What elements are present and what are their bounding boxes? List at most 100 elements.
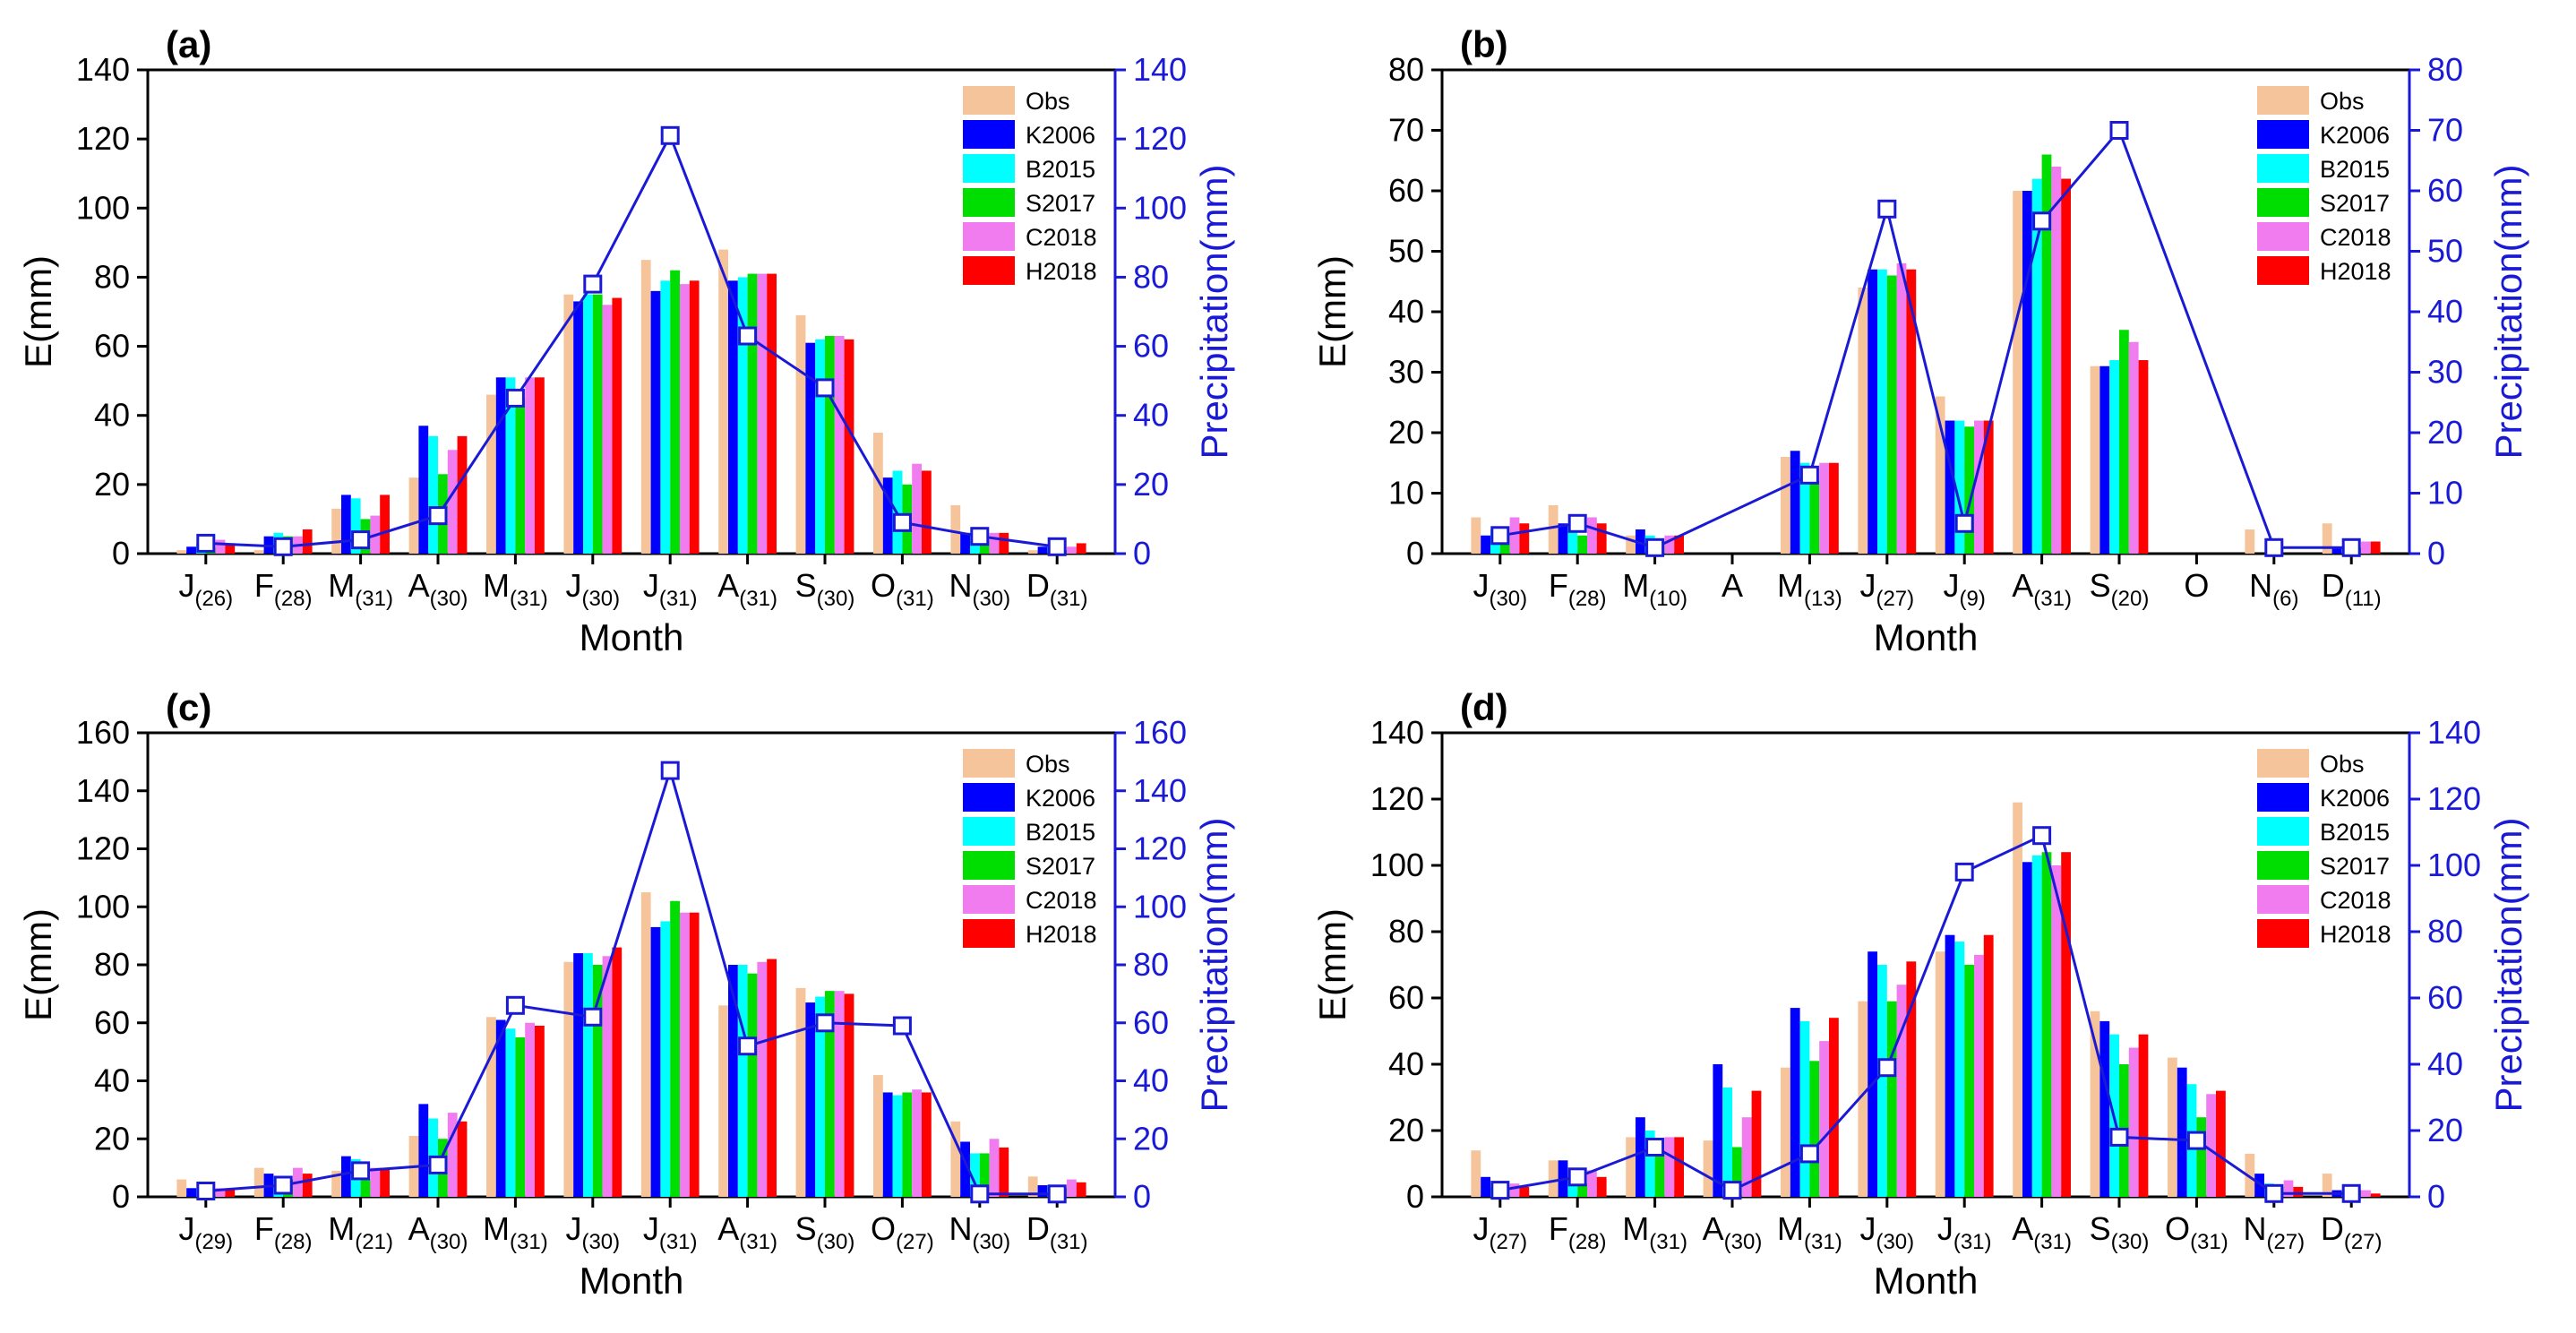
y2-tick-label: 140 [1133, 772, 1187, 809]
bar-obs [1548, 1160, 1558, 1197]
precipitation-point [660, 125, 680, 145]
legend-label: K2006 [2320, 785, 2390, 812]
bar-c2018 [834, 336, 845, 554]
bar-c2018 [1664, 535, 1675, 554]
y2-tick-label: 80 [2427, 913, 2463, 950]
y-tick-label: 60 [1388, 979, 1424, 1016]
x-tick-label: O(31) [871, 567, 934, 611]
bar-h2018 [2370, 541, 2381, 554]
bar-s2017 [979, 1153, 990, 1197]
precipitation-line [205, 765, 1058, 1196]
bar-obs [873, 1075, 883, 1197]
bar-b2015 [2031, 178, 2042, 554]
y-tick-label: 60 [1388, 172, 1424, 209]
bar-c2018 [1067, 1179, 1077, 1197]
legend-swatch-k2006 [963, 120, 1015, 149]
legend-swatch-h2018 [963, 919, 1015, 948]
bar-obs [176, 1179, 187, 1197]
x-tick-label: A [1722, 567, 1743, 604]
precipitation-point [583, 274, 603, 294]
legend-label: H2018 [1026, 921, 1097, 948]
legend-swatch-c2018 [963, 222, 1015, 251]
panel-title: (b) [1460, 23, 1508, 65]
bar-k2006 [960, 1141, 970, 1197]
bar-c2018 [912, 1089, 922, 1197]
panel-a: 0 0 20 20 40 40 60 60 80 80 100 100 120 120 140 140 J(26… [17, 23, 1235, 658]
y2-tick-label: 160 [1133, 714, 1187, 751]
bar-h2018 [612, 297, 623, 554]
y-tick-label: 0 [1406, 535, 1424, 572]
bar-h2018 [2216, 1090, 2226, 1197]
bar-h2018 [612, 947, 623, 1197]
bar-h2018 [302, 1174, 313, 1197]
x-tick-label: M(31) [483, 567, 548, 611]
bar-b2015 [1877, 269, 1887, 554]
bar-k2006 [805, 342, 816, 554]
bar-k2006 [418, 1104, 429, 1197]
precipitation-point [1645, 1138, 1665, 1157]
bar-k2006 [573, 301, 583, 554]
y-tick-label: 30 [1388, 354, 1424, 391]
bar-b2015 [1799, 1020, 1810, 1197]
x-tick-label: M(31) [1622, 1210, 1687, 1254]
bar-h2018 [1674, 535, 1684, 554]
legend-label: Obs [1026, 88, 1070, 115]
legend-label: B2015 [2320, 819, 2390, 846]
precipitation-point [1799, 465, 1819, 485]
x-axis-label: Month [580, 1260, 684, 1302]
y-tick-label: 40 [1388, 1045, 1424, 1082]
legend-label: S2017 [2320, 853, 2390, 880]
bar-obs [563, 294, 574, 554]
precipitation-point [1567, 1167, 1587, 1187]
bar-k2006 [186, 546, 196, 554]
bar-c2018 [834, 991, 845, 1197]
bar-obs [563, 961, 574, 1197]
y-tick-label: 20 [94, 466, 130, 503]
bar-b2015 [815, 339, 825, 554]
bar-obs [253, 550, 264, 554]
precipitation-point [2186, 1131, 2206, 1150]
bar-obs [408, 477, 419, 554]
legend-label: H2018 [1026, 258, 1097, 285]
bar-k2006 [882, 477, 893, 554]
precipitation-point [2109, 1127, 2129, 1147]
y-tick-label: 10 [1388, 475, 1424, 512]
precipitation-point [1877, 1058, 1897, 1078]
legend-swatch-c2018 [2257, 222, 2309, 251]
bar-c2018 [1896, 985, 1907, 1197]
bar-c2018 [2361, 1190, 2371, 1197]
bar-c2018 [912, 463, 922, 554]
y2-tick-label: 0 [2427, 535, 2445, 572]
precipitation-point [970, 527, 990, 546]
x-tick-label: M(13) [1777, 567, 1842, 611]
precipitation-point [1799, 1144, 1819, 1164]
bar-b2015 [1644, 1131, 1655, 1197]
y2-tick-label: 0 [2427, 1178, 2445, 1215]
bar-h2018 [844, 993, 854, 1198]
bar-k2006 [2099, 366, 2110, 554]
bar-s2017 [515, 398, 526, 554]
legend-label: C2018 [2320, 224, 2391, 251]
bar-b2015 [1954, 942, 1965, 1197]
bar-k2006 [2022, 191, 2032, 554]
bar-s2017 [825, 336, 835, 554]
x-tick-label: J(30) [565, 567, 620, 611]
y2-tick-label: 60 [2427, 172, 2463, 209]
bar-obs [2090, 366, 2100, 554]
bar-h2018 [380, 494, 390, 554]
bar-obs [1935, 396, 1945, 554]
bar-c2018 [1587, 517, 1597, 554]
bar-k2006 [1713, 1064, 1723, 1197]
y-axis-label: E(mm) [1311, 255, 1353, 368]
x-tick-label: D(11) [2322, 567, 2382, 611]
bar-k2006 [1868, 951, 1877, 1197]
legend-swatch-c2018 [2257, 885, 2309, 914]
y2-tick-label: 80 [2427, 51, 2463, 88]
y-tick-label: 20 [94, 1120, 130, 1157]
y-tick-label: 20 [1388, 1112, 1424, 1148]
x-axis-label: Month [1874, 1260, 1979, 1302]
bar-obs [795, 314, 806, 554]
bar-h2018 [302, 529, 313, 554]
bar-s2017 [670, 270, 680, 554]
